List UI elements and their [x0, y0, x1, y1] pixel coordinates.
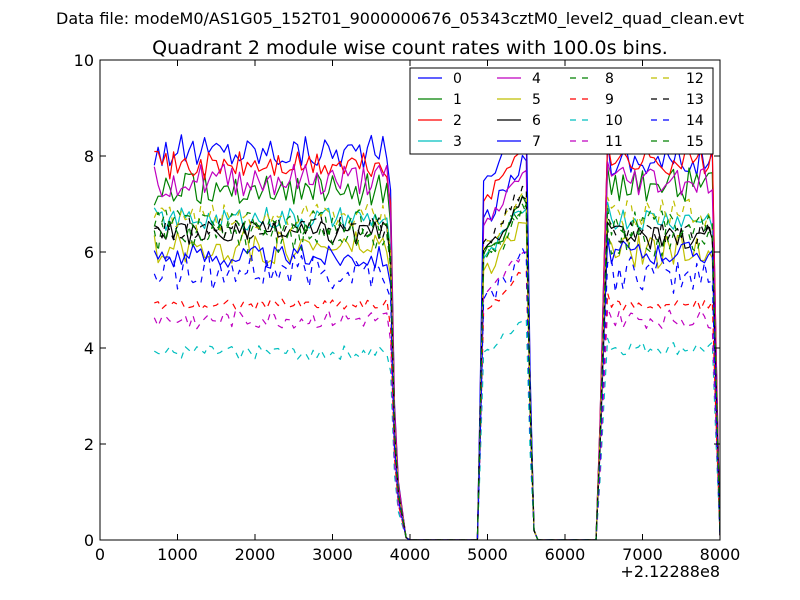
x-tick-label: 2000 — [235, 545, 276, 564]
legend-label-3: 3 — [453, 134, 462, 150]
y-tick-label: 4 — [84, 339, 94, 358]
series-line-7 — [153, 112, 720, 540]
y-tick-label: 0 — [84, 531, 94, 550]
y-tick-label: 2 — [84, 435, 94, 454]
legend-label-0: 0 — [453, 71, 462, 87]
series-line-4 — [153, 161, 720, 540]
legend-label-7: 7 — [532, 134, 541, 150]
x-tick-label: 3000 — [312, 545, 353, 564]
y-tick-label: 6 — [84, 243, 94, 262]
series-line-9 — [154, 270, 720, 540]
series-layer — [153, 112, 720, 540]
legend-box — [409, 67, 714, 155]
x-tick-label: 4000 — [390, 545, 431, 564]
series-line-8 — [153, 203, 720, 540]
x-tick-label: 1000 — [157, 545, 198, 564]
x-axis: 0 1000 2000 3000 4000 5000 6000 7000 8000 — [95, 60, 740, 564]
legend-label-10: 10 — [605, 113, 623, 129]
chart-title: Quadrant 2 module wise count rates with … — [152, 37, 668, 59]
legend-label-2: 2 — [453, 113, 462, 129]
legend-label-5: 5 — [532, 92, 541, 108]
legend-label-6: 6 — [532, 113, 541, 129]
y-tick-label: 10 — [74, 51, 94, 70]
x-tick-label: 0 — [95, 545, 105, 564]
series-line-14 — [153, 247, 720, 540]
series-line-6 — [154, 196, 720, 540]
plot-area — [153, 112, 720, 540]
series-line-15 — [153, 203, 720, 540]
x-offset-label: +2.12288e8 — [620, 562, 720, 581]
legend-label-9: 9 — [605, 92, 614, 108]
y-tick-label: 8 — [84, 147, 94, 166]
series-line-11 — [153, 251, 720, 540]
series-line-1 — [153, 166, 720, 540]
data-file-label: Data file: modeM0/AS1G05_152T01_90000006… — [56, 9, 744, 29]
x-tick-label: 7000 — [622, 545, 663, 564]
series-line-3 — [153, 201, 720, 540]
series-line-5 — [153, 221, 720, 540]
x-tick-label: 5000 — [467, 545, 508, 564]
legend-label-13: 13 — [686, 92, 704, 108]
x-tick-label: 8000 — [700, 545, 741, 564]
series-line-13 — [154, 185, 720, 540]
legend-label-8: 8 — [605, 71, 614, 87]
series-line-0 — [153, 134, 720, 540]
legend-label-4: 4 — [532, 71, 541, 87]
legend-label-15: 15 — [686, 134, 704, 150]
legend-label-11: 11 — [605, 134, 623, 150]
series-line-10 — [153, 318, 720, 540]
legend-label-12: 12 — [686, 71, 704, 87]
legend-label-1: 1 — [453, 92, 462, 108]
x-tick-label: 6000 — [545, 545, 586, 564]
legend-label-14: 14 — [686, 113, 704, 129]
